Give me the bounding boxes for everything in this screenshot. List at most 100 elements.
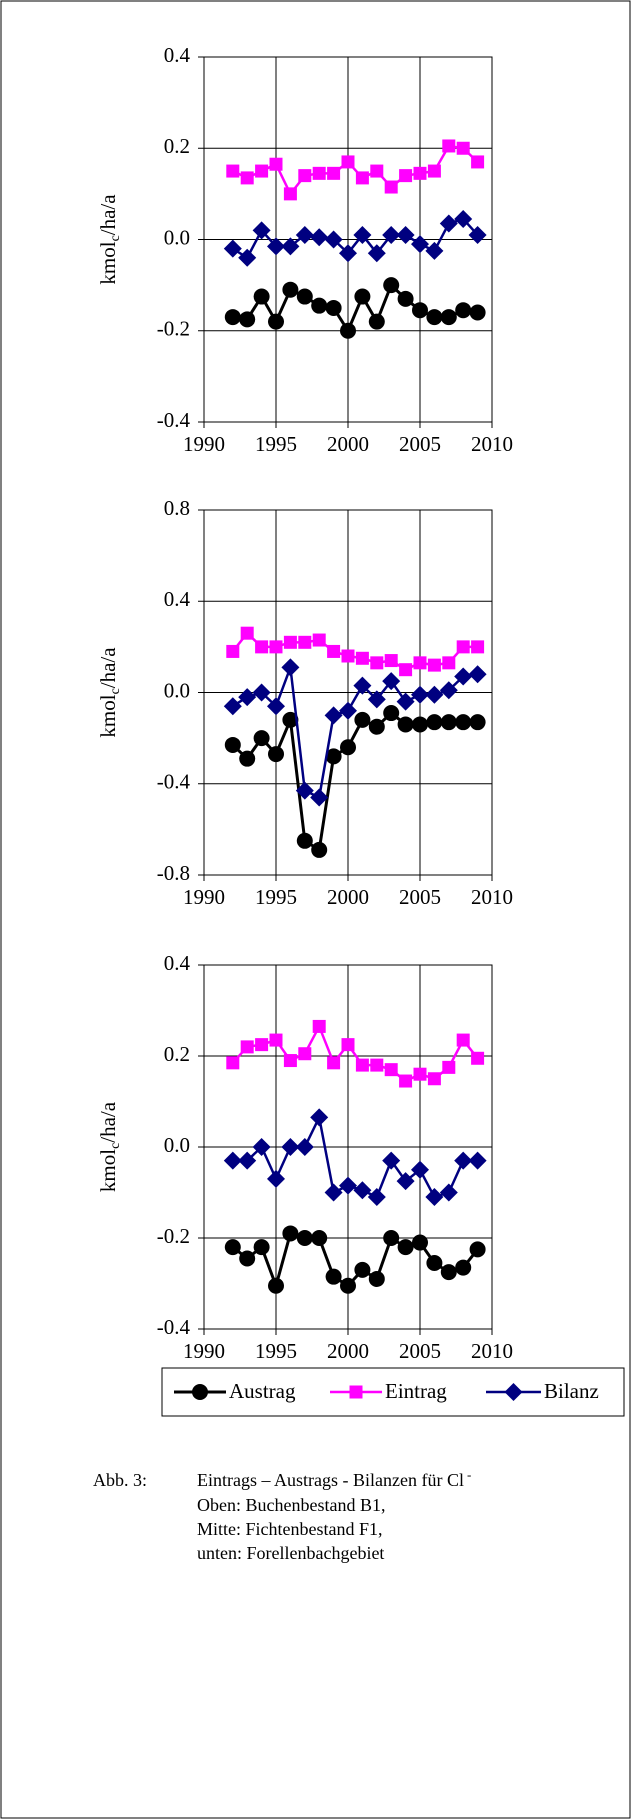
marker xyxy=(426,309,443,326)
marker xyxy=(252,683,271,702)
y-axis-label-sub: c xyxy=(108,1143,123,1149)
caption-title-text: Eintrags – Austrags - Bilanzen für Cl xyxy=(197,1470,464,1490)
marker xyxy=(399,663,413,677)
marker xyxy=(353,1181,372,1200)
marker xyxy=(268,313,284,330)
marker xyxy=(383,1230,400,1246)
marker xyxy=(327,166,341,180)
marker xyxy=(282,1225,299,1242)
marker xyxy=(454,209,473,228)
marker xyxy=(296,832,313,849)
x-tick-label: 2000 xyxy=(327,1339,369,1363)
marker xyxy=(269,157,283,171)
marker xyxy=(427,658,441,672)
marker xyxy=(226,164,240,178)
marker xyxy=(439,681,458,700)
x-tick-label: 1990 xyxy=(183,885,225,909)
marker xyxy=(267,697,285,716)
marker xyxy=(382,1151,401,1170)
y-tick-label: 0.8 xyxy=(164,496,190,520)
marker xyxy=(469,304,486,321)
y-tick-label: -0.2 xyxy=(157,1224,190,1248)
marker xyxy=(439,1183,458,1202)
x-tick-label: 1995 xyxy=(255,432,297,456)
x-tick-label: 1990 xyxy=(183,1339,225,1363)
marker xyxy=(281,1138,300,1156)
marker xyxy=(324,1183,343,1202)
caption-line: unten: Forellenbachgebiet xyxy=(197,1543,384,1563)
marker xyxy=(295,225,314,244)
y-tick-label: 0.4 xyxy=(164,43,191,67)
marker xyxy=(368,718,385,735)
marker xyxy=(353,225,372,244)
y-axis-label-part: kmol xyxy=(96,694,120,737)
marker xyxy=(367,1188,386,1207)
marker xyxy=(382,672,401,691)
y-axis-label-part: kmol xyxy=(96,1149,120,1192)
marker xyxy=(267,1169,285,1188)
marker xyxy=(440,1264,457,1281)
marker xyxy=(240,1040,254,1054)
plot-frame xyxy=(203,56,493,423)
y-axis-label-part: /ha/a xyxy=(96,1101,120,1142)
y-axis-label: kmolc/ha/a xyxy=(96,1101,123,1192)
marker xyxy=(267,237,285,256)
marker xyxy=(282,711,299,728)
y-tick-label: 0.4 xyxy=(164,951,191,975)
marker xyxy=(354,288,371,305)
marker xyxy=(281,237,300,256)
marker xyxy=(427,164,441,178)
marker xyxy=(456,141,470,155)
marker xyxy=(412,1234,428,1251)
caption-title-sup: - xyxy=(467,1467,471,1482)
legend-box xyxy=(161,1367,625,1417)
marker xyxy=(455,1259,472,1276)
marker xyxy=(397,1239,414,1256)
marker xyxy=(311,841,328,858)
legend-marker xyxy=(504,1383,523,1401)
marker xyxy=(252,1138,271,1156)
marker xyxy=(282,281,299,298)
y-tick-label: 0.2 xyxy=(164,1042,190,1066)
marker xyxy=(239,311,256,328)
marker xyxy=(327,1056,341,1070)
y-axis-label-part: kmol xyxy=(96,241,120,284)
series-line xyxy=(231,711,478,853)
marker xyxy=(238,688,257,707)
marker xyxy=(239,750,256,767)
x-tick-label: 1995 xyxy=(255,1339,297,1363)
marker xyxy=(412,302,428,319)
marker xyxy=(311,1230,328,1246)
marker xyxy=(325,299,342,316)
marker xyxy=(353,676,372,695)
marker xyxy=(253,288,270,305)
marker xyxy=(269,640,283,654)
marker xyxy=(397,716,414,733)
marker xyxy=(312,633,326,647)
marker xyxy=(325,1268,342,1285)
marker xyxy=(252,221,271,240)
marker xyxy=(340,739,356,756)
marker xyxy=(384,1063,398,1077)
marker xyxy=(296,1230,313,1246)
marker xyxy=(341,155,355,169)
marker xyxy=(310,788,329,807)
y-tick-label: 0.4 xyxy=(164,587,191,611)
marker xyxy=(325,748,342,765)
marker xyxy=(468,665,487,684)
marker xyxy=(253,1239,270,1256)
marker xyxy=(339,701,357,720)
marker xyxy=(368,1270,385,1287)
marker xyxy=(384,180,398,194)
marker xyxy=(425,241,444,260)
marker xyxy=(255,640,269,654)
marker xyxy=(327,644,341,658)
x-tick-label: 2010 xyxy=(471,432,513,456)
marker xyxy=(439,214,458,233)
marker xyxy=(268,746,284,763)
y-tick-label: -0.4 xyxy=(157,1315,191,1339)
marker xyxy=(355,171,369,185)
marker xyxy=(382,225,401,244)
marker xyxy=(324,706,343,725)
marker xyxy=(324,230,343,249)
